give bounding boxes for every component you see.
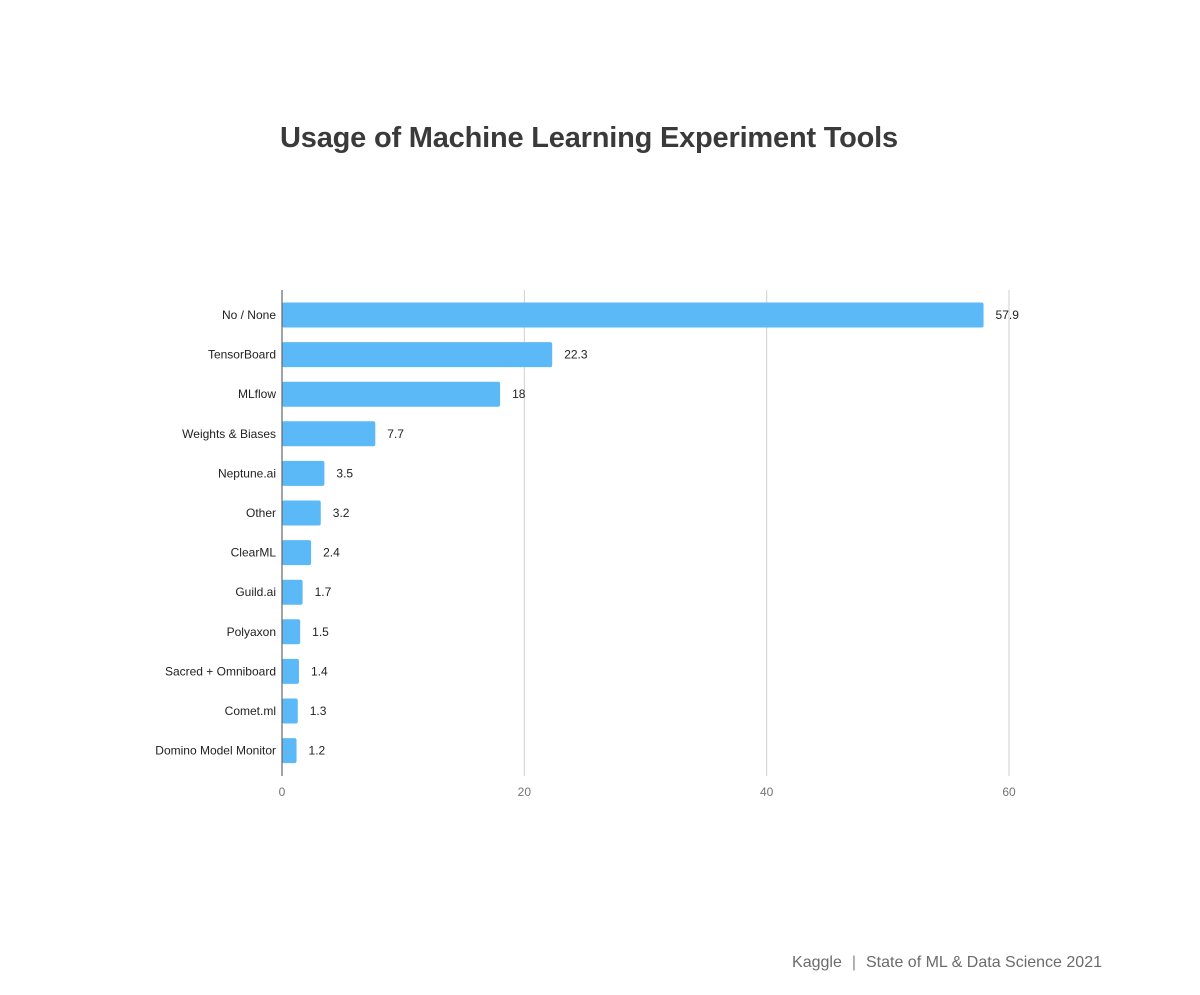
data-label: 1.3 [310,704,327,718]
category-label: Domino Model Monitor [155,744,276,758]
footer-report: State of ML & Data Science 2021 [866,954,1102,971]
category-label: Neptune.ai [218,466,276,480]
category-label: TensorBoard [208,348,276,362]
data-label: 18 [512,387,526,401]
bar [282,460,325,486]
bars [282,302,984,764]
x-tick-label: 0 [279,785,286,799]
data-label: 3.2 [333,506,350,520]
data-label: 1.5 [312,625,329,639]
axes: 0 20 40 60 No / None 57.9 TensorBoard 22.3 MLflo… [155,290,1019,799]
data-label: 1.7 [315,585,332,599]
data-label: 57.9 [996,308,1020,322]
bar [282,658,299,684]
bar [282,500,321,526]
footer-separator: | [851,954,856,971]
x-tick-label: 60 [1002,785,1016,799]
bar [282,738,297,764]
bar [282,579,303,605]
gridlines [523,290,1010,776]
footer: Kaggle | State of ML & Data Science 2021 [792,954,1102,972]
data-label: 1.4 [311,664,328,678]
data-label: 1.2 [309,744,326,758]
data-label: 3.5 [336,466,353,480]
category-label: Other [246,506,276,520]
x-tick-label: 40 [760,785,774,799]
chart-title: Usage of Machine Learning Experiment Too… [280,122,898,154]
bar [282,619,301,645]
data-label: 2.4 [323,546,340,560]
category-label: Weights & Biases [182,427,276,441]
category-label: Guild.ai [235,585,276,599]
category-label: Comet.ml [225,704,276,718]
footer-brand: Kaggle [792,954,842,971]
category-label: MLflow [238,387,276,401]
data-label: 7.7 [387,427,404,441]
data-label: 22.3 [564,348,588,362]
bar [282,342,553,368]
bar [282,302,984,328]
bar [282,421,376,447]
category-label: ClearML [231,546,277,560]
bar [282,698,298,724]
category-label: Polyaxon [227,625,276,639]
bar [282,381,501,407]
x-tick-label: 20 [518,785,532,799]
bar [282,540,312,566]
category-label: No / None [222,308,276,322]
category-label: Sacred + Omniboard [165,664,276,678]
